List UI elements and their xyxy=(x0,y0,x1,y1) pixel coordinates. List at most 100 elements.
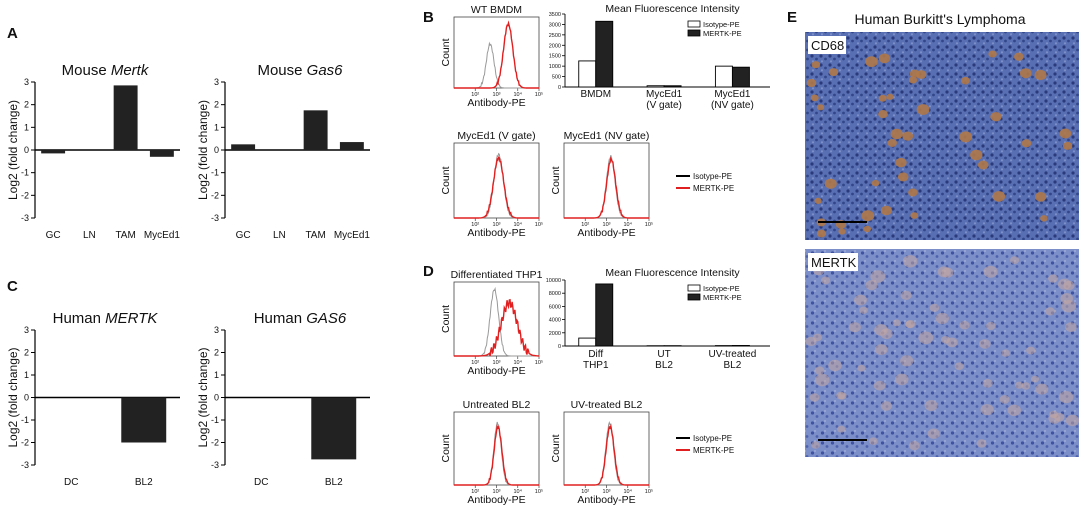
y-tick-label: -2 xyxy=(21,190,29,200)
x-tick-label: LN xyxy=(273,230,286,241)
legend-label: Isotype-PE xyxy=(693,434,732,443)
x-tick-label: UV-treated xyxy=(709,349,757,360)
x-axis-label: Antibody-PE xyxy=(467,494,525,506)
bar-tam xyxy=(113,85,138,150)
y-tick-label: 3500 xyxy=(549,12,561,18)
stained-cell xyxy=(816,104,825,111)
x-tick-label: GC xyxy=(46,230,61,241)
y-tick-label: 1 xyxy=(214,122,219,132)
legend-label: MERTK-PE xyxy=(693,184,734,193)
x-tick-label: BL2 xyxy=(325,477,343,488)
stained-cell xyxy=(874,324,888,336)
stained-cell xyxy=(1062,141,1073,150)
hist-curve-mertk xyxy=(564,423,649,486)
legend-swatch xyxy=(687,20,701,28)
stained-cell xyxy=(870,270,886,283)
x-tick-label: BMDM xyxy=(580,89,611,100)
y-axis-label: Count xyxy=(550,166,562,194)
mfi-bar-isotype xyxy=(578,60,597,88)
x-tick-label: Diff xyxy=(588,349,603,360)
stained-cell xyxy=(838,228,846,235)
mfi-title: Mean Fluorescence Intensity xyxy=(605,267,740,279)
stained-cell xyxy=(874,344,888,355)
y-tick-label: -2 xyxy=(211,438,219,448)
x-tick-label: UT xyxy=(657,349,670,360)
hist-wt-bmdm: WT BMDM Antibody-PE Count 10² 10³ 10⁴ 10⁵ xyxy=(440,4,543,109)
hist-curve-mertk xyxy=(564,156,649,219)
stained-cell xyxy=(887,139,897,147)
x-tick-label: 10⁵ xyxy=(535,221,543,228)
mfi-bar-mertk xyxy=(595,20,614,88)
x-tick-label: 10² xyxy=(471,489,479,495)
x-tick-label: 10⁴ xyxy=(514,91,523,98)
stained-cell xyxy=(878,94,887,102)
y-tick-label: 3 xyxy=(214,325,219,335)
stained-cell xyxy=(863,225,871,233)
stained-cell xyxy=(983,265,998,278)
legend-swatch xyxy=(687,29,701,37)
x-tick-label: 10³ xyxy=(493,222,501,228)
y-tick-label: 2 xyxy=(214,348,219,358)
stained-cell xyxy=(980,404,994,416)
stained-cell xyxy=(1058,391,1074,404)
ihc-image-mertk: MERTK xyxy=(805,249,1080,457)
title-prefix: Human xyxy=(53,310,106,327)
bar-bl2 xyxy=(311,397,357,460)
y-tick-label: 0 xyxy=(558,85,561,91)
x-tick-label: BL2 xyxy=(724,360,742,371)
x-tick-label: DC xyxy=(254,477,268,488)
stained-cell xyxy=(970,149,983,161)
stained-cell xyxy=(986,321,996,331)
y-tick-label: 0 xyxy=(558,344,561,350)
stained-cell xyxy=(897,172,909,182)
chart-mouse-gas6: Mouse Gas6 -3 -2 -1 0 1 2 3 Log2 (fold change) GC… xyxy=(196,62,370,241)
hist-myced1-v-gate: MycEd1 (V gate) Antibody-PE Count 10² 10³ 10⁴… xyxy=(440,130,543,239)
legend-label: MERTK-PE xyxy=(703,293,742,302)
mfi-bar-isotype xyxy=(578,337,597,347)
hist-curve-mertk xyxy=(454,424,539,486)
y-tick-label: 2 xyxy=(24,100,29,110)
hist-legend-d: Isotype-PE MERTK-PE xyxy=(676,434,734,455)
stained-cell xyxy=(1001,349,1010,357)
title-prefix: Mouse xyxy=(62,62,111,79)
chart-title: Mouse Mertk xyxy=(62,62,150,79)
x-tick-label: MycEd1 xyxy=(714,89,751,100)
y-axis-label: Count xyxy=(440,38,452,66)
stained-cell xyxy=(1031,375,1039,383)
hist-legend-b: Isotype-PE MERTK-PE xyxy=(676,172,734,193)
bar-gc xyxy=(41,150,66,154)
y-tick-label: 2 xyxy=(24,348,29,358)
y-axis-label: Log2 (fold change) xyxy=(196,100,210,200)
plot-frame xyxy=(453,142,540,219)
y-axis-label: Log2 (fold change) xyxy=(6,347,20,447)
stained-cell xyxy=(1014,381,1024,389)
x-tick-label: THP1 xyxy=(583,360,609,371)
x-tick-label: TAM xyxy=(305,230,325,241)
legend-label: Isotype-PE xyxy=(703,20,740,29)
stained-cell xyxy=(1065,414,1080,427)
stained-cell xyxy=(814,373,830,387)
x-axis-label: Antibody-PE xyxy=(467,227,525,239)
stained-cell xyxy=(988,50,997,58)
stained-cell xyxy=(880,401,892,411)
stained-cell xyxy=(824,178,837,189)
hist-title: WT BMDM xyxy=(471,4,522,16)
y-axis-label: Log2 (fold change) xyxy=(6,100,20,200)
stained-cell xyxy=(878,110,888,119)
panel-letter-b: B xyxy=(423,9,434,26)
x-tick-label: GC xyxy=(236,230,251,241)
stained-cell xyxy=(848,322,861,333)
y-tick-label: 2 xyxy=(214,100,219,110)
stained-cell xyxy=(868,437,878,446)
mfi-bar-mertk xyxy=(663,85,682,88)
chart-mfi-b: Mean Fluorescence Intensity 0 500 1000 1500 2… xyxy=(549,3,770,111)
x-tick-label: LN xyxy=(83,230,96,241)
plot-frame xyxy=(453,281,540,357)
y-tick-label: 500 xyxy=(552,75,561,81)
x-tick-label: 10² xyxy=(581,222,589,228)
y-tick-label: 0 xyxy=(214,145,219,155)
ihc-label-cd68: CD68 xyxy=(811,38,844,53)
stained-cell xyxy=(909,441,920,451)
legend-swatch xyxy=(687,284,701,292)
y-tick-label: 10000 xyxy=(546,278,561,284)
